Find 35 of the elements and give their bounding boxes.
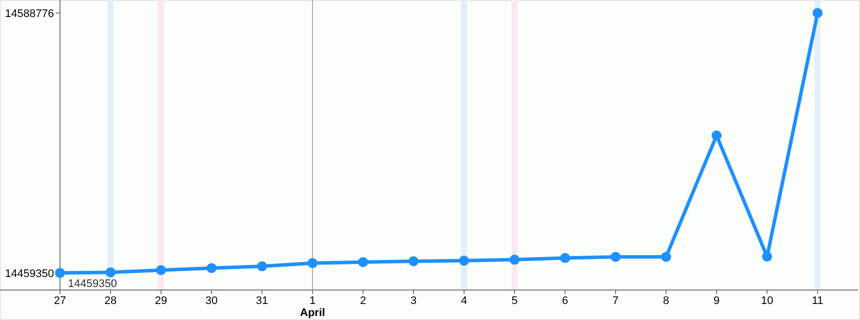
x-tick-label: 1 (309, 295, 316, 307)
x-tick-label: 28 (104, 295, 117, 307)
x-tick-label: 2 (360, 295, 366, 307)
x-tick-label: 31 (256, 295, 268, 307)
text: April (300, 307, 326, 319)
point (358, 257, 368, 268)
x-tick-label: 9 (714, 295, 720, 307)
x-tick-label: 4 (460, 295, 468, 307)
point (712, 130, 722, 141)
annotation: 14459350 (68, 278, 117, 290)
x-tick-label: 6 (562, 295, 568, 307)
x-tick-label: 27 (54, 295, 66, 307)
x-tick-label: 30 (205, 295, 218, 307)
point (661, 252, 672, 262)
x-tick-label: 7 (612, 295, 619, 307)
x-tick-label: 11 (812, 295, 824, 307)
point (812, 8, 823, 18)
point (206, 263, 217, 274)
point (257, 261, 268, 272)
x-tick-label: 10 (760, 295, 774, 307)
point (55, 268, 65, 278)
x-tick-label: 5 (511, 295, 518, 307)
point (156, 265, 166, 276)
point (459, 256, 470, 266)
point (308, 258, 318, 268)
x-tick-label: 3 (410, 295, 417, 307)
point (510, 254, 520, 265)
point (762, 252, 772, 262)
point (560, 253, 570, 264)
point (106, 267, 116, 278)
x-tick-label: 8 (663, 295, 670, 307)
point (408, 256, 419, 266)
x-tick-label: 29 (154, 295, 168, 307)
point (610, 252, 621, 262)
y-tick-label: 14588776 (5, 8, 54, 20)
